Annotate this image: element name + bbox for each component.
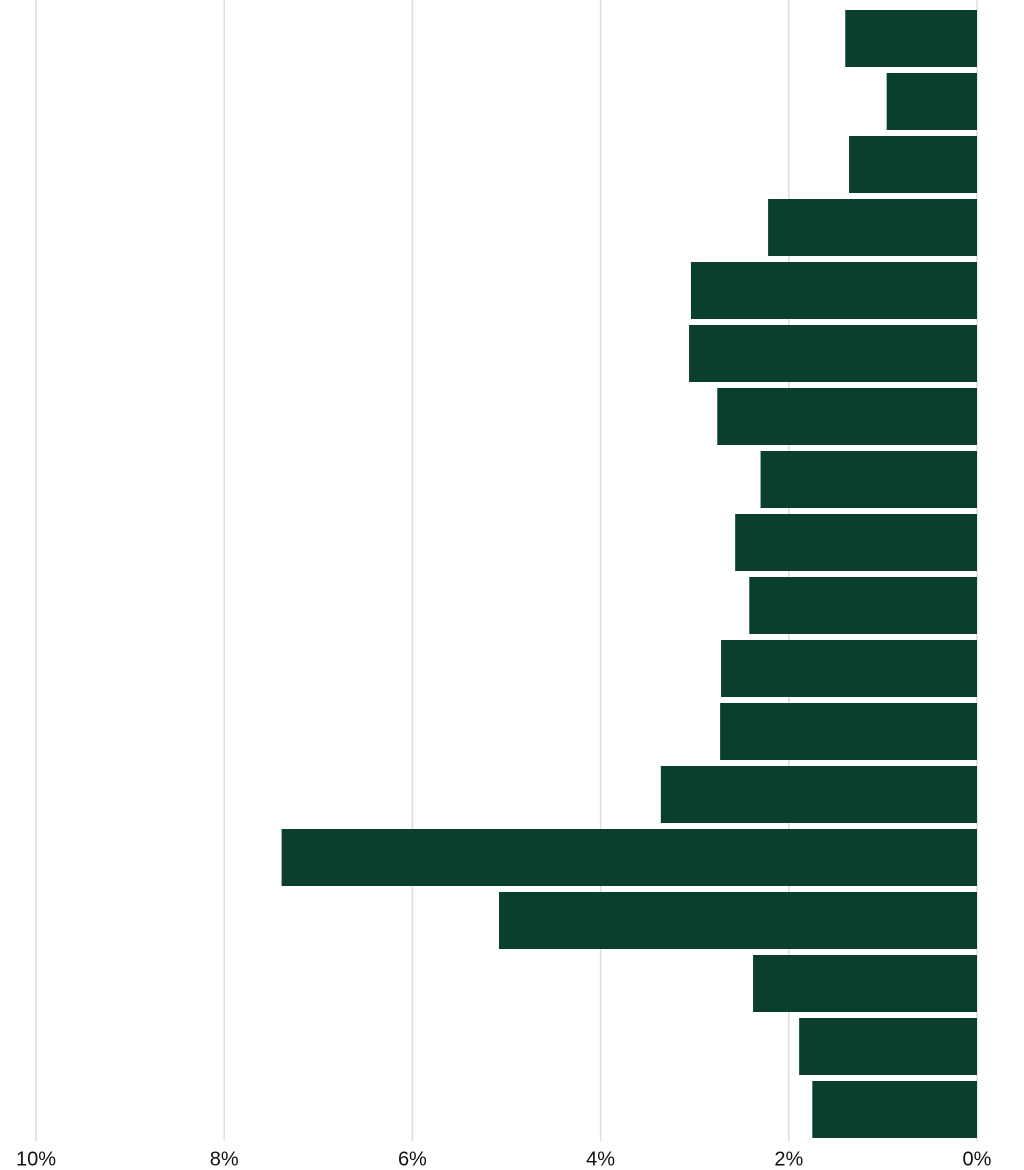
x-tick-label: 10% [16, 1148, 56, 1170]
bar [735, 514, 977, 571]
bar [498, 892, 977, 949]
bar [281, 829, 977, 886]
x-tick-label: 6% [398, 1148, 427, 1170]
x-tick-label: 0% [963, 1148, 992, 1170]
bar [689, 325, 977, 382]
bar [660, 766, 977, 823]
bar [799, 1018, 977, 1075]
x-tick-label: 2% [774, 1148, 803, 1170]
bar [812, 1081, 977, 1138]
bar [690, 262, 977, 319]
bar [886, 73, 977, 130]
x-tick-label: 4% [586, 1148, 615, 1170]
bar [849, 136, 977, 193]
bar [760, 451, 977, 508]
bar [845, 10, 977, 67]
bar [768, 199, 977, 256]
bar [749, 577, 977, 634]
bar [717, 388, 977, 445]
x-tick-label: 8% [210, 1148, 239, 1170]
bar [753, 955, 977, 1012]
bar [721, 640, 977, 697]
bar [720, 703, 977, 760]
